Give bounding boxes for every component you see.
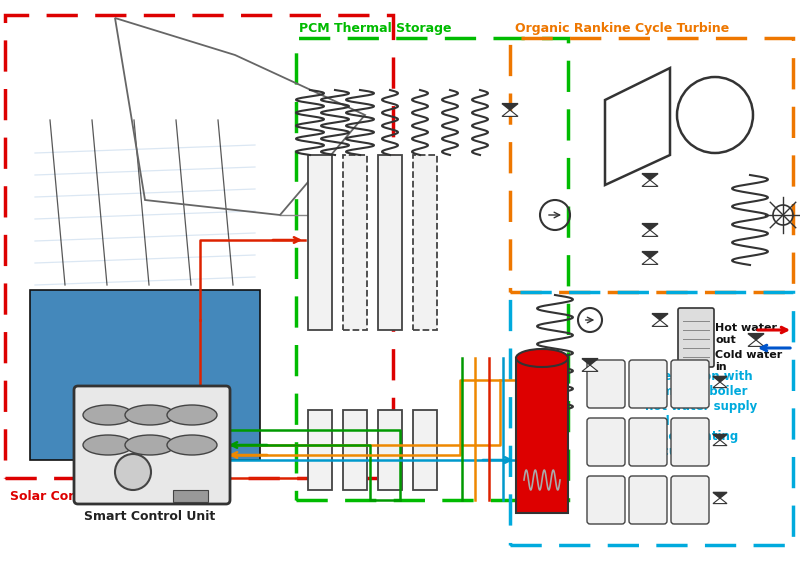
Ellipse shape <box>125 435 175 455</box>
Text: Hot water
out: Hot water out <box>715 323 777 345</box>
Polygon shape <box>502 104 518 110</box>
Polygon shape <box>642 230 658 236</box>
Polygon shape <box>642 180 658 186</box>
Polygon shape <box>713 382 727 387</box>
Text: Integration with
domestic boiler
hot water supply
and
space heating
circuit: Integration with domestic boiler hot wat… <box>645 370 758 458</box>
FancyBboxPatch shape <box>671 476 709 524</box>
Polygon shape <box>642 173 658 180</box>
Text: Organic Rankine Cycle Turbine: Organic Rankine Cycle Turbine <box>515 22 730 35</box>
Polygon shape <box>713 493 727 498</box>
Bar <box>308 410 332 490</box>
Polygon shape <box>642 258 658 265</box>
Bar <box>343 155 367 330</box>
Polygon shape <box>582 359 598 365</box>
FancyBboxPatch shape <box>587 418 625 466</box>
Polygon shape <box>652 320 668 327</box>
FancyBboxPatch shape <box>74 386 230 504</box>
Bar <box>378 410 402 490</box>
Bar <box>378 155 402 330</box>
FancyBboxPatch shape <box>629 418 667 466</box>
FancyBboxPatch shape <box>671 418 709 466</box>
FancyBboxPatch shape <box>671 360 709 408</box>
Polygon shape <box>748 334 764 340</box>
Bar <box>510 292 793 545</box>
FancyBboxPatch shape <box>629 476 667 524</box>
Text: Cold water
in: Cold water in <box>715 350 782 372</box>
Polygon shape <box>748 340 764 346</box>
Polygon shape <box>713 435 727 440</box>
Polygon shape <box>713 498 727 503</box>
Circle shape <box>115 454 151 490</box>
Polygon shape <box>642 224 658 230</box>
Ellipse shape <box>83 435 133 455</box>
Polygon shape <box>713 377 727 382</box>
FancyBboxPatch shape <box>587 476 625 524</box>
Bar <box>413 410 437 490</box>
Polygon shape <box>642 252 658 258</box>
Polygon shape <box>502 110 518 117</box>
Bar <box>343 410 367 490</box>
FancyBboxPatch shape <box>587 360 625 408</box>
Ellipse shape <box>167 405 217 425</box>
Bar <box>30 290 260 460</box>
FancyBboxPatch shape <box>678 308 714 367</box>
Bar <box>516 358 568 513</box>
Text: Smart Control Unit: Smart Control Unit <box>84 510 216 523</box>
Bar <box>173 490 208 502</box>
Ellipse shape <box>167 435 217 455</box>
Ellipse shape <box>125 405 175 425</box>
Polygon shape <box>713 440 727 445</box>
Bar <box>308 155 332 330</box>
Text: PCM Thermal Storage: PCM Thermal Storage <box>299 22 451 35</box>
Bar <box>5 15 393 478</box>
Ellipse shape <box>516 349 568 367</box>
Bar <box>296 38 568 500</box>
Polygon shape <box>582 365 598 372</box>
Ellipse shape <box>83 405 133 425</box>
FancyBboxPatch shape <box>629 360 667 408</box>
Text: Solar Concentrating Collector: Solar Concentrating Collector <box>10 490 217 503</box>
Polygon shape <box>652 314 668 320</box>
Bar <box>510 38 793 292</box>
Bar <box>413 155 437 330</box>
